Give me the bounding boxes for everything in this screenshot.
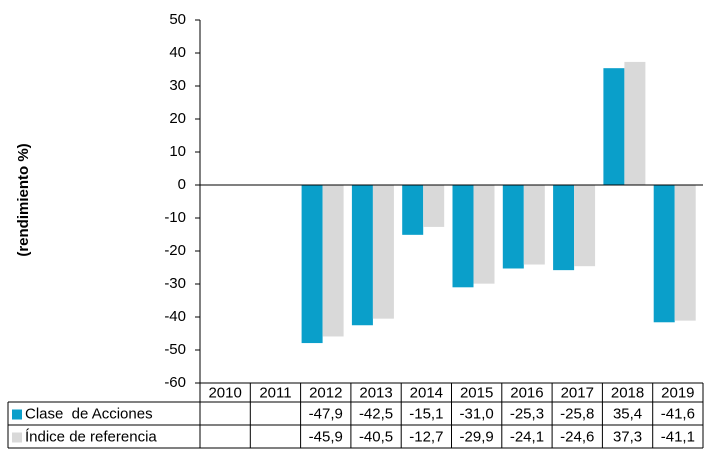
data-label: -15,1 <box>409 405 443 422</box>
bar <box>423 185 445 227</box>
bar <box>322 185 344 337</box>
y-tick-label: -40 <box>164 308 186 325</box>
bar <box>624 61 646 185</box>
bar <box>574 185 596 267</box>
data-label: -31,0 <box>460 405 494 422</box>
y-tick-label: 10 <box>169 143 186 160</box>
x-tick-label: 2019 <box>661 384 694 401</box>
bar <box>653 185 675 323</box>
data-label: -40,5 <box>359 428 393 445</box>
legend-swatch <box>12 432 22 443</box>
bar <box>452 185 474 288</box>
y-tick-label: 40 <box>169 44 186 61</box>
data-label: -42,5 <box>359 405 393 422</box>
data-label: -41,1 <box>661 428 695 445</box>
legend-swatch <box>12 409 22 420</box>
bar <box>603 68 625 185</box>
x-tick-label: 2010 <box>208 384 241 401</box>
data-label: -25,3 <box>510 405 544 422</box>
data-label: 35,4 <box>613 405 642 422</box>
y-tick-label: 50 <box>169 11 186 28</box>
y-tick-label: 30 <box>169 77 186 94</box>
x-tick-label: 2018 <box>611 384 644 401</box>
data-label: -25,8 <box>560 405 594 422</box>
x-tick-label: 2017 <box>561 384 594 401</box>
bar <box>674 185 696 321</box>
y-tick-label: -20 <box>164 242 186 259</box>
bar <box>351 185 373 326</box>
x-tick-label: 2013 <box>359 384 392 401</box>
bar <box>402 185 424 235</box>
x-tick-label: 2014 <box>410 384 443 401</box>
x-tick-label: 2012 <box>309 384 342 401</box>
bar <box>553 185 575 271</box>
data-label: -24,1 <box>510 428 544 445</box>
y-tick-label: -10 <box>164 209 186 226</box>
y-tick-label: -30 <box>164 275 186 292</box>
data-label: 37,3 <box>613 428 642 445</box>
x-tick-label: 2015 <box>460 384 493 401</box>
y-tick-label: -60 <box>164 374 186 391</box>
y-axis-title: (rendimiento %) <box>15 143 32 256</box>
x-tick-label: 2016 <box>510 384 543 401</box>
legend-label: Índice de referencia <box>25 428 157 445</box>
bar <box>523 185 545 265</box>
data-label: -41,6 <box>661 405 695 422</box>
bar <box>301 185 323 344</box>
data-label: -29,9 <box>460 428 494 445</box>
legend-label: Clase de Acciones <box>25 405 153 422</box>
data-label: -47,9 <box>309 405 343 422</box>
y-tick-label: 0 <box>178 176 186 193</box>
bar <box>473 185 495 284</box>
bar <box>372 185 394 319</box>
data-label: -45,9 <box>309 428 343 445</box>
x-tick-label: 2011 <box>259 384 291 401</box>
y-tick-label: -50 <box>164 341 186 358</box>
bar <box>502 185 524 269</box>
y-tick-label: 20 <box>169 110 186 127</box>
data-label: -12,7 <box>409 428 443 445</box>
data-label: -24,6 <box>560 428 594 445</box>
